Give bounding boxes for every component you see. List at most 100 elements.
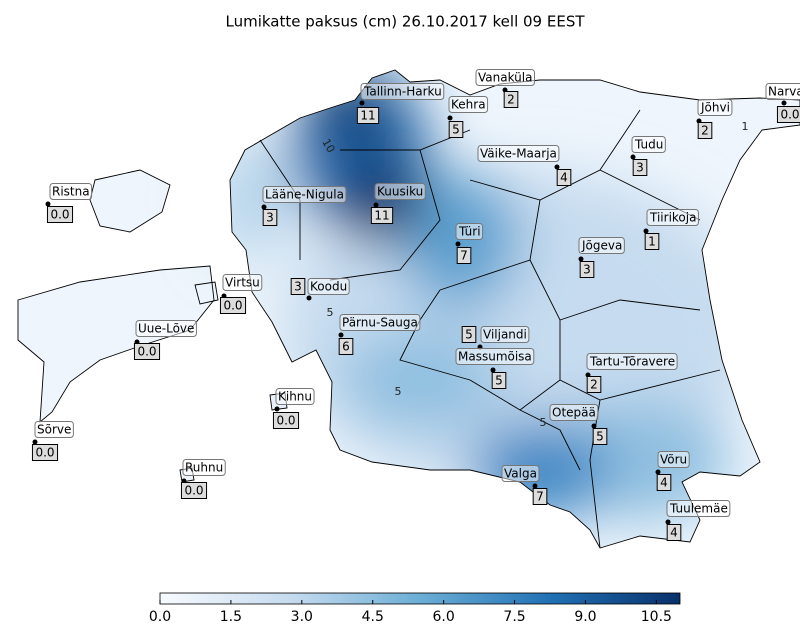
station-name: Sõrve xyxy=(37,423,71,437)
value-box xyxy=(180,482,208,499)
value-box xyxy=(272,412,300,429)
station-value: 5 xyxy=(495,374,503,388)
station-name: Narva xyxy=(768,85,800,99)
contour-label: 5 xyxy=(540,416,547,429)
name-box xyxy=(360,83,445,100)
station-name: Ruhnu xyxy=(185,461,223,475)
borders xyxy=(17,69,800,549)
snow-field xyxy=(18,70,800,548)
station-name: Kuusiku xyxy=(377,185,423,199)
name-box xyxy=(480,326,530,343)
station: Tallinn-Harku 11 xyxy=(356,83,445,124)
station-dot xyxy=(359,100,365,106)
contour-label: 5 xyxy=(395,385,402,398)
station-name: Tudu xyxy=(634,138,663,152)
station-name: Kehra xyxy=(451,98,486,112)
station-value: 0.0 xyxy=(137,345,156,359)
station-name: Tallinn-Harku xyxy=(363,85,442,99)
station: Pärnu-Sauga 6 xyxy=(338,314,421,355)
station-name: Pärnu-Sauga xyxy=(342,316,418,330)
station-value: 2 xyxy=(590,378,598,392)
value-box xyxy=(461,326,477,343)
station: Narva 0.0 xyxy=(765,83,800,123)
station: Tudu 3 xyxy=(630,136,666,176)
value-box xyxy=(579,261,595,278)
station: Sõrve 0.0 xyxy=(31,421,74,461)
station: Kuusiku 11 xyxy=(370,183,426,224)
colorbar-tick-label: 6.0 xyxy=(433,609,455,625)
station: Jõhvi 2 xyxy=(696,99,733,139)
station: Võru 4 xyxy=(655,451,690,491)
station-name: Tartu-Tõravere xyxy=(589,355,675,369)
station-value: 0.0 xyxy=(184,484,203,498)
station: Massumõisa 5 xyxy=(455,348,535,389)
colorbar-tick-label: 4.5 xyxy=(362,609,384,625)
value-box xyxy=(556,169,572,186)
station-name: Kihnu xyxy=(278,390,312,404)
station-value: 6 xyxy=(342,340,350,354)
name-box xyxy=(697,99,733,116)
station-value: 7 xyxy=(460,249,468,263)
station-dot xyxy=(455,241,461,247)
station: Tiirikoja 1 xyxy=(643,209,699,250)
station: Lääne-Nigula 3 xyxy=(261,186,347,226)
station-name: Tuulemäe xyxy=(669,502,728,516)
value-box xyxy=(503,91,519,108)
name-box xyxy=(374,183,426,200)
station-dot xyxy=(338,332,344,338)
station-value: 2 xyxy=(507,93,515,107)
colorbar-tick-label: 3.0 xyxy=(291,609,313,625)
name-box xyxy=(477,145,560,162)
station-name: Võru xyxy=(660,453,687,467)
station: Kihnu 0.0 xyxy=(272,388,315,429)
station-name: Uue-Lõve xyxy=(138,322,194,336)
station: Türi 7 xyxy=(455,223,484,264)
station-value: 5 xyxy=(596,430,604,444)
station-dot xyxy=(578,256,584,262)
station-value: 3 xyxy=(583,263,591,277)
station-name: Väike-Maarja xyxy=(480,147,557,161)
name-box xyxy=(222,274,263,291)
station-value: 4 xyxy=(560,171,568,185)
station-value: 5 xyxy=(465,328,473,342)
value-box xyxy=(262,209,278,226)
station-name: Lääne-Nigula xyxy=(265,188,344,202)
station-dot xyxy=(261,204,267,210)
station-name: Jõhvi xyxy=(700,101,730,115)
station-value: 3 xyxy=(266,211,274,225)
value-box xyxy=(219,297,247,314)
station-dot xyxy=(630,154,636,160)
name-box xyxy=(455,223,484,240)
value-box xyxy=(356,107,380,124)
station-name: Koodu xyxy=(310,280,347,294)
station-dot xyxy=(274,406,280,412)
station-dot xyxy=(373,202,379,208)
station: Ristna 0.0 xyxy=(45,183,93,223)
value-box xyxy=(697,122,713,139)
station-value: 5 xyxy=(452,123,460,137)
station: Tuulemäe 4 xyxy=(665,500,731,541)
station-value: 0.0 xyxy=(276,414,295,428)
value-box xyxy=(456,247,472,264)
value-box xyxy=(133,343,161,360)
value-box xyxy=(46,206,74,223)
station: Koodu 3 xyxy=(290,278,350,301)
contour-label: 5 xyxy=(327,306,334,319)
station-name: Vanaküla xyxy=(478,71,532,85)
station-dot xyxy=(554,164,560,170)
station-dot xyxy=(45,201,51,207)
station-value: 7 xyxy=(536,490,544,504)
station-value: 11 xyxy=(360,109,375,123)
colorbar-tick-label: 9.0 xyxy=(574,609,596,625)
name-box xyxy=(475,69,535,86)
station-dot xyxy=(532,483,538,489)
station-name: Massumõisa xyxy=(458,350,532,364)
station-value: 3 xyxy=(294,280,302,294)
station-dot xyxy=(32,439,38,445)
station-value: 11 xyxy=(374,209,389,223)
station-name: Jõgeva xyxy=(581,239,622,253)
station-value: 1 xyxy=(648,235,656,249)
station-value: 2 xyxy=(701,124,709,138)
